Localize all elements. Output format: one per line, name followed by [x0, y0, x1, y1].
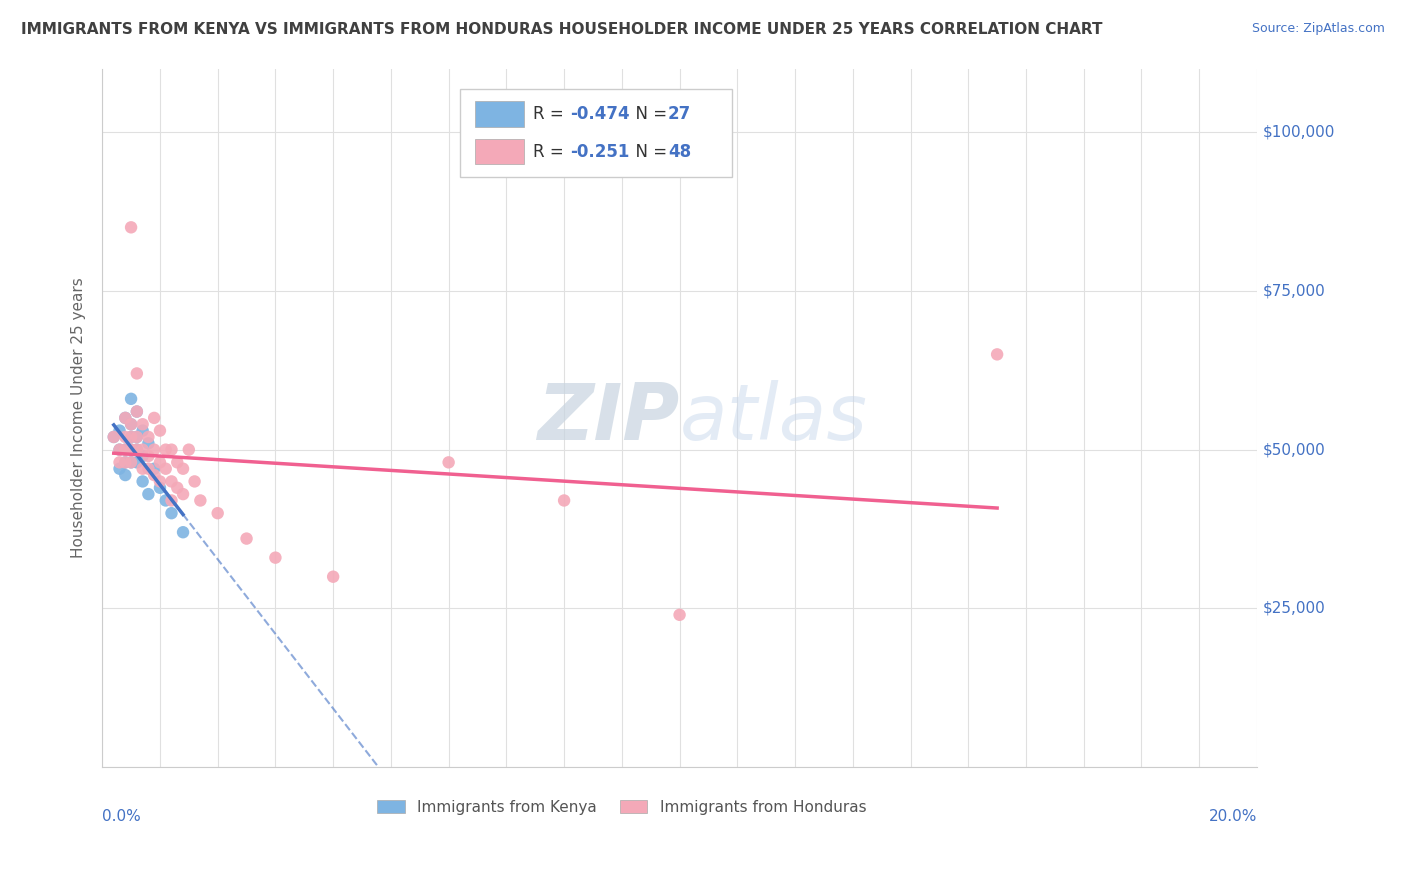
Point — [149, 481, 172, 495]
FancyBboxPatch shape — [475, 102, 523, 127]
Point — [986, 347, 1008, 361]
Text: R =: R = — [533, 143, 569, 161]
Point — [125, 442, 148, 457]
Point — [155, 493, 177, 508]
Y-axis label: Householder Income Under 25 years: Householder Income Under 25 years — [72, 277, 86, 558]
Text: IMMIGRANTS FROM KENYA VS IMMIGRANTS FROM HONDURAS HOUSEHOLDER INCOME UNDER 25 YE: IMMIGRANTS FROM KENYA VS IMMIGRANTS FROM… — [21, 22, 1102, 37]
Text: R =: R = — [533, 105, 569, 123]
Point — [437, 455, 460, 469]
Point — [120, 442, 142, 457]
Point — [114, 468, 136, 483]
Point — [120, 417, 142, 432]
Point — [183, 475, 205, 489]
Text: $50,000: $50,000 — [1263, 442, 1326, 458]
Point — [138, 430, 160, 444]
Text: N =: N = — [626, 143, 672, 161]
Point — [125, 442, 148, 457]
Point — [149, 475, 172, 489]
Text: atlas: atlas — [679, 380, 868, 456]
Point — [108, 442, 131, 457]
Point — [131, 449, 153, 463]
Text: -0.474: -0.474 — [569, 105, 630, 123]
Point — [120, 430, 142, 444]
Point — [155, 461, 177, 475]
Point — [160, 475, 183, 489]
Point — [143, 410, 166, 425]
Point — [114, 442, 136, 457]
Point — [143, 468, 166, 483]
Point — [125, 404, 148, 418]
Point — [190, 493, 212, 508]
Legend: Immigrants from Kenya, Immigrants from Honduras: Immigrants from Kenya, Immigrants from H… — [370, 792, 875, 822]
Point — [322, 570, 344, 584]
Text: Source: ZipAtlas.com: Source: ZipAtlas.com — [1251, 22, 1385, 36]
Text: 27: 27 — [668, 105, 692, 123]
Text: 20.0%: 20.0% — [1209, 809, 1257, 824]
Point — [207, 506, 229, 520]
Point — [131, 442, 153, 457]
Point — [166, 481, 188, 495]
Point — [125, 430, 148, 444]
Point — [160, 506, 183, 520]
Point — [108, 424, 131, 438]
Point — [120, 417, 142, 432]
Point — [108, 455, 131, 469]
FancyBboxPatch shape — [460, 89, 731, 177]
Point — [166, 455, 188, 469]
Point — [108, 442, 131, 457]
Point — [131, 461, 153, 475]
Point — [138, 436, 160, 450]
Point — [172, 461, 194, 475]
Point — [131, 424, 153, 438]
Text: $100,000: $100,000 — [1263, 125, 1336, 139]
Point — [668, 607, 690, 622]
Point — [138, 487, 160, 501]
Point — [125, 367, 148, 381]
Point — [177, 442, 200, 457]
Point — [149, 424, 172, 438]
Point — [172, 487, 194, 501]
Point — [120, 455, 142, 469]
Text: ZIP: ZIP — [537, 380, 679, 456]
Point — [131, 475, 153, 489]
FancyBboxPatch shape — [475, 139, 523, 164]
Point — [114, 455, 136, 469]
Point — [114, 430, 136, 444]
Point — [120, 392, 142, 406]
Text: 48: 48 — [668, 143, 692, 161]
Point — [120, 455, 142, 469]
Point — [120, 220, 142, 235]
Point — [131, 417, 153, 432]
Point — [114, 410, 136, 425]
Point — [143, 442, 166, 457]
Text: N =: N = — [626, 105, 672, 123]
Point — [114, 410, 136, 425]
Text: 0.0%: 0.0% — [103, 809, 141, 824]
Point — [149, 455, 172, 469]
Text: $25,000: $25,000 — [1263, 601, 1326, 616]
Point — [155, 442, 177, 457]
Point — [553, 493, 575, 508]
Text: $75,000: $75,000 — [1263, 284, 1326, 298]
Point — [264, 550, 287, 565]
Point — [125, 404, 148, 418]
Point — [138, 449, 160, 463]
Point — [108, 461, 131, 475]
Point — [235, 532, 257, 546]
Point — [103, 430, 125, 444]
Point — [120, 442, 142, 457]
Point — [114, 442, 136, 457]
Point — [114, 455, 136, 469]
Point — [125, 455, 148, 469]
Point — [143, 461, 166, 475]
Point — [160, 493, 183, 508]
Point — [103, 430, 125, 444]
Point — [125, 430, 148, 444]
Point — [120, 430, 142, 444]
Point — [138, 461, 160, 475]
Point — [160, 442, 183, 457]
Point — [172, 525, 194, 540]
Text: -0.251: -0.251 — [569, 143, 630, 161]
